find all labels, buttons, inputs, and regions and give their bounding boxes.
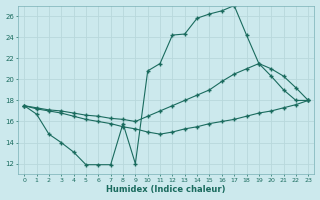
X-axis label: Humidex (Indice chaleur): Humidex (Indice chaleur) (107, 185, 226, 194)
